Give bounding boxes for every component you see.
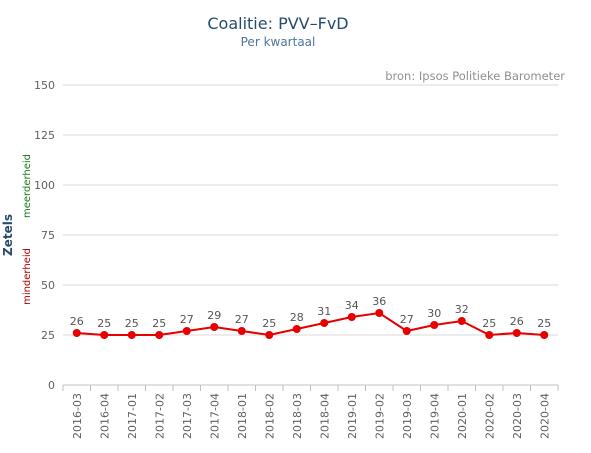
x-tick-label: 2017-04: [208, 393, 221, 439]
data-point: [210, 323, 219, 331]
data-label: 28: [290, 311, 304, 324]
chart-subtitle: Per kwartaal: [241, 35, 316, 49]
data-point: [292, 325, 301, 333]
x-tick-label: 2016-03: [71, 393, 84, 439]
data-point: [457, 317, 466, 325]
x-tick-label: 2017-03: [181, 393, 194, 439]
series-polyline: [76, 311, 545, 337]
x-tick-label: 2016-04: [98, 393, 111, 439]
chart-source: bron: Ipsos Politieke Barometer: [385, 69, 565, 83]
data-label: 26: [70, 315, 84, 328]
data-point: [182, 327, 191, 335]
data-point: [512, 329, 521, 337]
data-point: [155, 331, 164, 339]
x-tick-label: 2020-03: [511, 393, 524, 439]
y-tick-label: 100: [34, 179, 55, 192]
data-label: 34: [345, 299, 359, 312]
data-label: 27: [235, 313, 249, 326]
y-axis-title: Zetels minderheid meerderheid: [1, 154, 33, 305]
data-point: [540, 331, 549, 339]
x-tick-label: 2019-02: [373, 393, 386, 439]
y-tick-label: 25: [41, 329, 55, 342]
y-axis-label-low: minderheid: [22, 248, 33, 305]
data-label: 25: [125, 317, 139, 330]
data-point: [72, 329, 81, 337]
x-tick-label: 2017-02: [153, 393, 166, 439]
y-tick-label: 125: [34, 129, 55, 142]
y-axis-label: Zetels: [1, 214, 15, 256]
x-tick-label: 2017-01: [126, 393, 139, 439]
data-point: [430, 321, 439, 329]
x-tick-label: 2018-01: [236, 393, 249, 439]
y-tick-label: 75: [41, 229, 55, 242]
x-tick-label: 2019-04: [428, 393, 441, 439]
data-label: 27: [180, 313, 194, 326]
data-label: 25: [152, 317, 166, 330]
data-point: [485, 331, 494, 339]
data-label: 27: [400, 313, 414, 326]
y-tick-label: 0: [48, 379, 55, 392]
data-label: 29: [207, 309, 221, 322]
y-tick-label: 150: [34, 79, 55, 92]
grid-lines: [63, 84, 558, 336]
x-tick-label: 2018-04: [318, 393, 331, 439]
data-label: 31: [317, 305, 331, 318]
x-axis: 2016-03 2016-04 2017-01 2017-02 2017-03 2017-…: [62, 384, 559, 439]
data-point: [237, 327, 246, 335]
data-label: 25: [262, 317, 276, 330]
data-label: 25: [537, 317, 551, 330]
series-line: 26 25 25 25 27 29 27 25 28 31 34 36 27 30 32 25 26 25: [70, 295, 551, 339]
data-point: [347, 313, 356, 321]
x-tick-label: 2020-04: [538, 393, 551, 439]
data-label: 25: [482, 317, 496, 330]
x-tick-label: 2019-01: [346, 393, 359, 439]
data-point: [265, 331, 274, 339]
data-label: 25: [97, 317, 111, 330]
x-tick-label: 2020-02: [483, 393, 496, 439]
data-point: [320, 319, 329, 327]
data-point: [100, 331, 109, 339]
data-label: 36: [372, 295, 386, 308]
x-tick-label: 2020-01: [456, 393, 469, 439]
data-point: [402, 327, 411, 335]
data-label: 26: [510, 315, 524, 328]
data-point: [375, 309, 384, 317]
x-tick-label: 2018-02: [263, 393, 276, 439]
y-axis-ticks: 0 25 50 75 100 125 150: [34, 79, 55, 392]
y-tick-label: 50: [41, 279, 55, 292]
y-axis-label-high: meerderheid: [22, 154, 33, 218]
x-tick-label: 2018-03: [291, 393, 304, 439]
chart-title: Coalitie: PVV–FvD: [207, 14, 348, 33]
x-tick-label: 2019-03: [401, 393, 414, 439]
data-point: [127, 331, 136, 339]
data-label: 30: [427, 307, 441, 320]
data-label: 32: [455, 303, 469, 316]
